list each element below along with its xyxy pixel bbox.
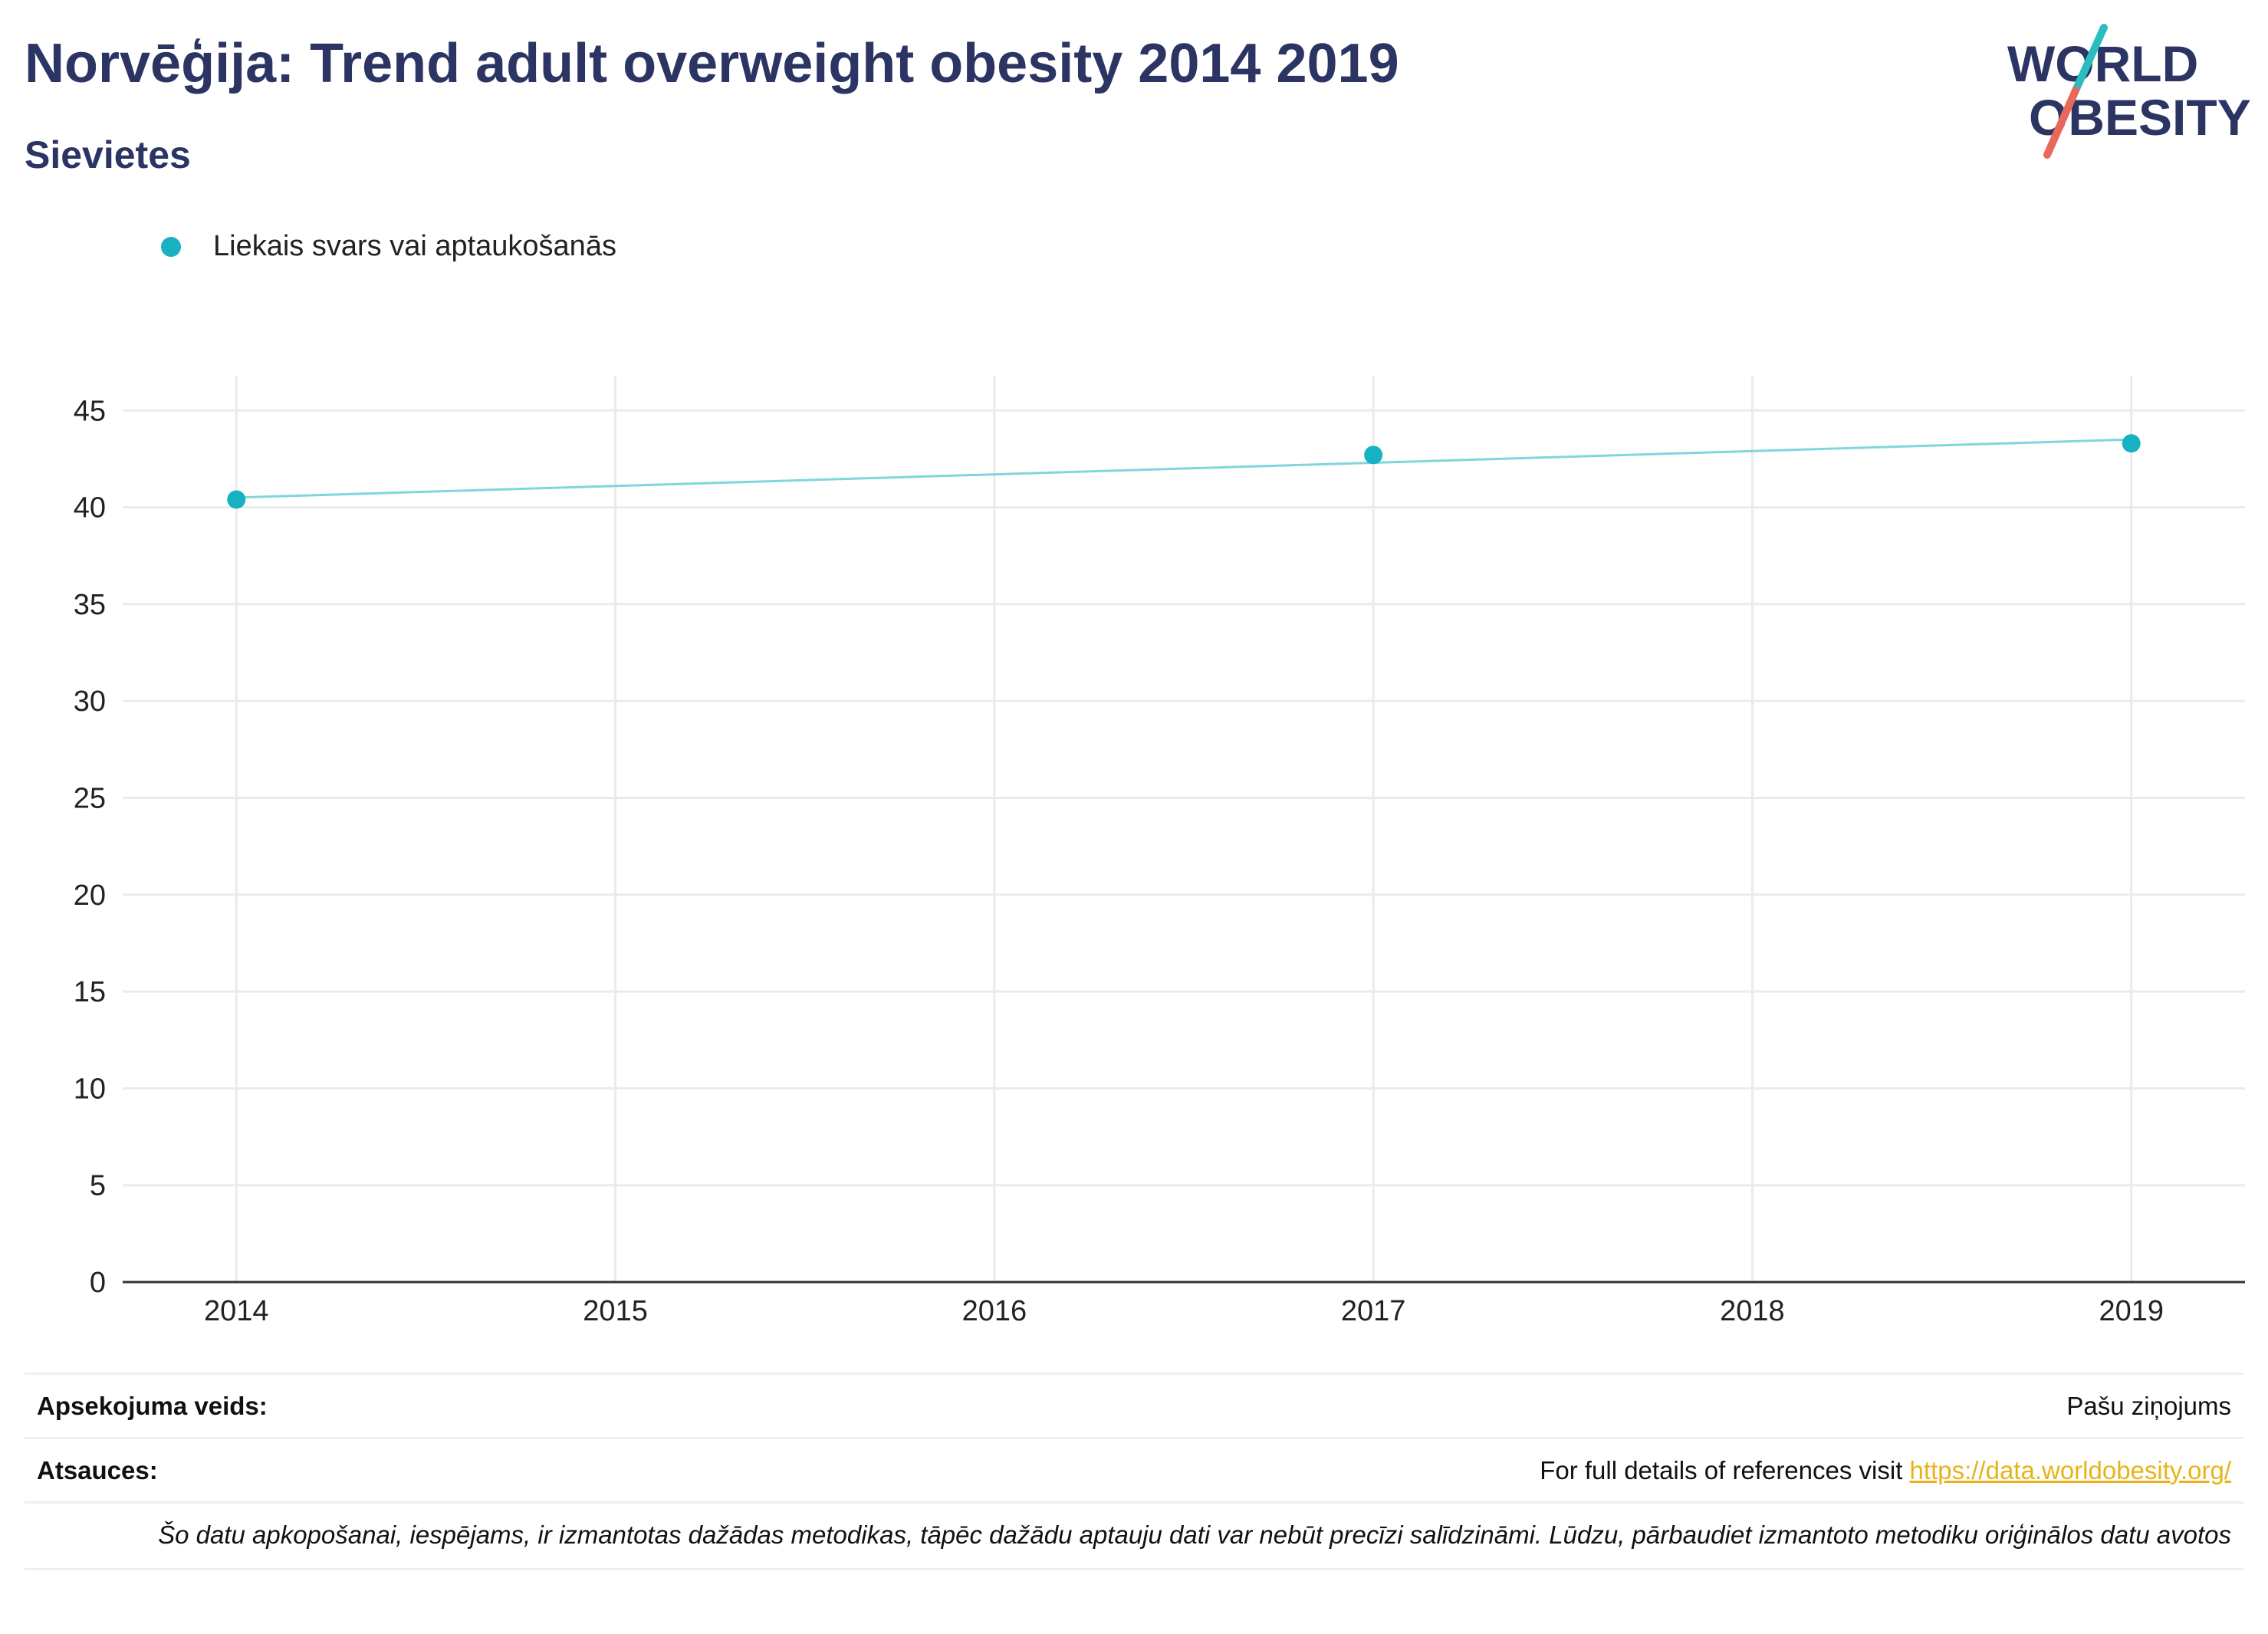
data-point [227,490,246,509]
legend[interactable]: Liekais svars vai aptaukošanās [161,230,616,263]
chart-subtitle: Sievietes [25,133,191,176]
y-tick-label: 40 [74,492,106,524]
references-link[interactable]: https://data.worldobesity.org/ [1909,1455,2231,1484]
world-obesity-logo: WORLD OBESITY [2007,24,2251,159]
data-point [1364,445,1383,465]
survey-type-label: Apsekojuma veids: [37,1391,268,1420]
line-chart: 0 5 10 15 20 25 30 35 40 45 2014 2015 2016 2017 2018 20… [74,376,2245,1327]
x-tick-label: 2015 [583,1295,648,1327]
methodology-note: Šo datu apkopošanai, iespējams, ir izman… [25,1501,2243,1571]
legend-marker-icon [161,236,181,257]
legend-label: Liekais svars vai aptaukošanās [213,230,616,262]
y-tick-label: 45 [74,395,106,427]
references-label: Atsauces: [37,1455,158,1484]
footer-table: Apsekojuma veids: Pašu ziņojums Atsauces… [25,1373,2243,1571]
survey-type-row: Apsekojuma veids: Pašu ziņojums [25,1373,2243,1437]
y-tick-label: 20 [74,879,106,912]
logo-slash-teal [2072,24,2108,94]
references-row: Atsauces: For full details of references… [25,1437,2243,1501]
x-tick-label: 2019 [2099,1295,2164,1327]
y-tick-label: 25 [74,782,106,814]
y-tick-label: 35 [74,589,106,621]
x-tick-label: 2016 [962,1295,1027,1327]
y-tick-label: 0 [90,1267,106,1299]
y-tick-label: 15 [74,976,106,1008]
trend-line [236,438,2132,499]
x-tick-label: 2017 [1341,1295,1406,1327]
logo-word-world: WORLD [2007,35,2198,92]
references-value: For full details of references visit htt… [1540,1456,2231,1485]
x-tick-label: 2014 [204,1295,269,1327]
y-tick-label: 5 [90,1170,106,1202]
x-tick-label: 2018 [1720,1295,1785,1327]
logo-slash-red [2043,87,2079,159]
survey-type-value: Pašu ziņojums [2066,1391,2231,1420]
references-text: For full details of references visit [1540,1455,1903,1484]
y-tick-label: 10 [74,1073,106,1105]
chart-title: Norvēģija: Trend adult overweight obesit… [25,33,1399,94]
data-point [2122,434,2141,453]
y-tick-label: 30 [74,685,106,718]
